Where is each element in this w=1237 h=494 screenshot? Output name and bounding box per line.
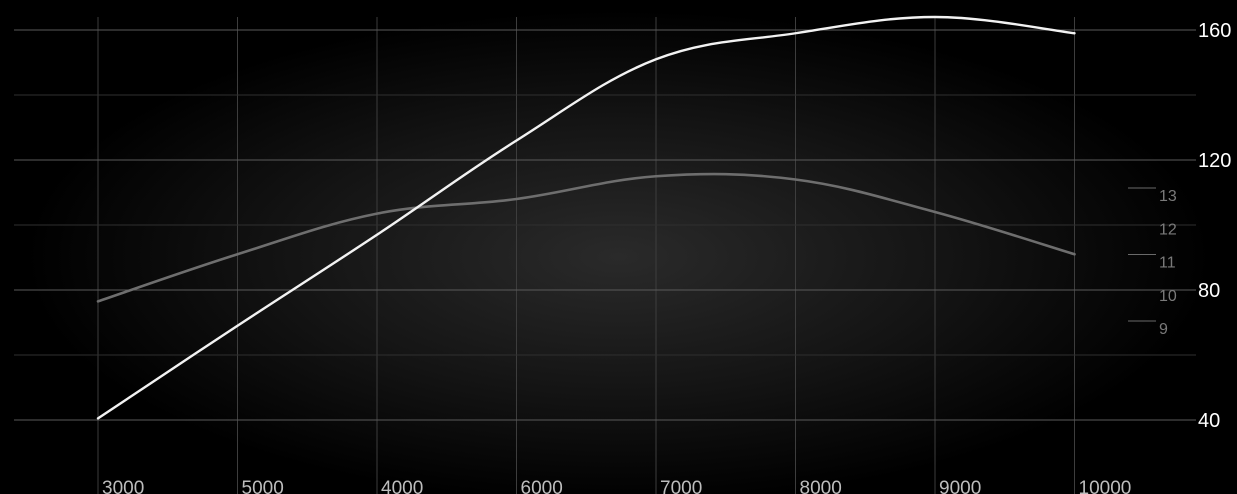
secondary-y-tick-label: 11: [1159, 255, 1176, 272]
x-tick-label: 3000: [102, 478, 144, 494]
y-tick-label: 160: [1198, 20, 1231, 42]
secondary-y-tick-label: 10: [1159, 288, 1177, 305]
secondary-y-tick-label: 9: [1159, 321, 1168, 338]
x-tick-label: 7000: [660, 478, 702, 494]
secondary-y-tick-label: 13: [1159, 188, 1177, 205]
x-tick-label: 10000: [1079, 478, 1132, 494]
x-tick-label: 5000: [242, 478, 284, 494]
x-tick-label: 8000: [800, 478, 842, 494]
x-tick-label: 9000: [939, 478, 981, 494]
y-tick-label: 80: [1198, 280, 1220, 302]
y-tick-label: 120: [1198, 150, 1231, 172]
secondary-y-tick-label: 12: [1159, 221, 1177, 238]
series-line-primary: [96, 15, 1076, 420]
x-tick-label: 6000: [521, 478, 563, 494]
series-line-secondary: [96, 172, 1076, 303]
y-tick-label: 40: [1198, 410, 1220, 432]
x-tick-label: 4000: [381, 478, 423, 494]
